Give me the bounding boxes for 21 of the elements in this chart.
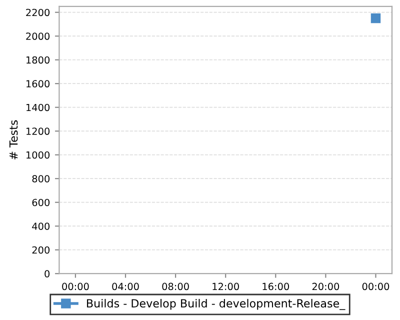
x-tick-label: 00:00 bbox=[362, 282, 390, 290]
y-tick-label: 400 bbox=[32, 222, 50, 230]
x-tick-label: 16:00 bbox=[262, 282, 290, 290]
y-tick-label: 2200 bbox=[26, 8, 50, 16]
y-axis-title: # Tests bbox=[9, 120, 18, 160]
y-tick-label: 1800 bbox=[26, 56, 50, 64]
legend-label: Builds - Develop Build - development-Release_ bbox=[87, 298, 346, 310]
x-tick-label: 00:00 bbox=[62, 282, 89, 290]
x-tick-label: 04:00 bbox=[112, 282, 139, 290]
y-tick-label: 1000 bbox=[26, 151, 50, 159]
y-tick-label: 1400 bbox=[26, 104, 50, 112]
x-tick-label: 08:00 bbox=[162, 282, 189, 290]
y-tick-label: 1200 bbox=[26, 128, 50, 135]
x-tick-label: 20:00 bbox=[312, 282, 340, 290]
y-tick-label: 800 bbox=[32, 175, 50, 182]
y-tick-label: 200 bbox=[32, 246, 50, 254]
y-tick-label: 2000 bbox=[26, 32, 50, 40]
y-tick-label: 600 bbox=[32, 198, 50, 206]
x-tick-label: 12:00 bbox=[212, 282, 239, 290]
y-tick-label: 0 bbox=[44, 270, 50, 278]
y-tick-label: 1600 bbox=[26, 80, 50, 88]
